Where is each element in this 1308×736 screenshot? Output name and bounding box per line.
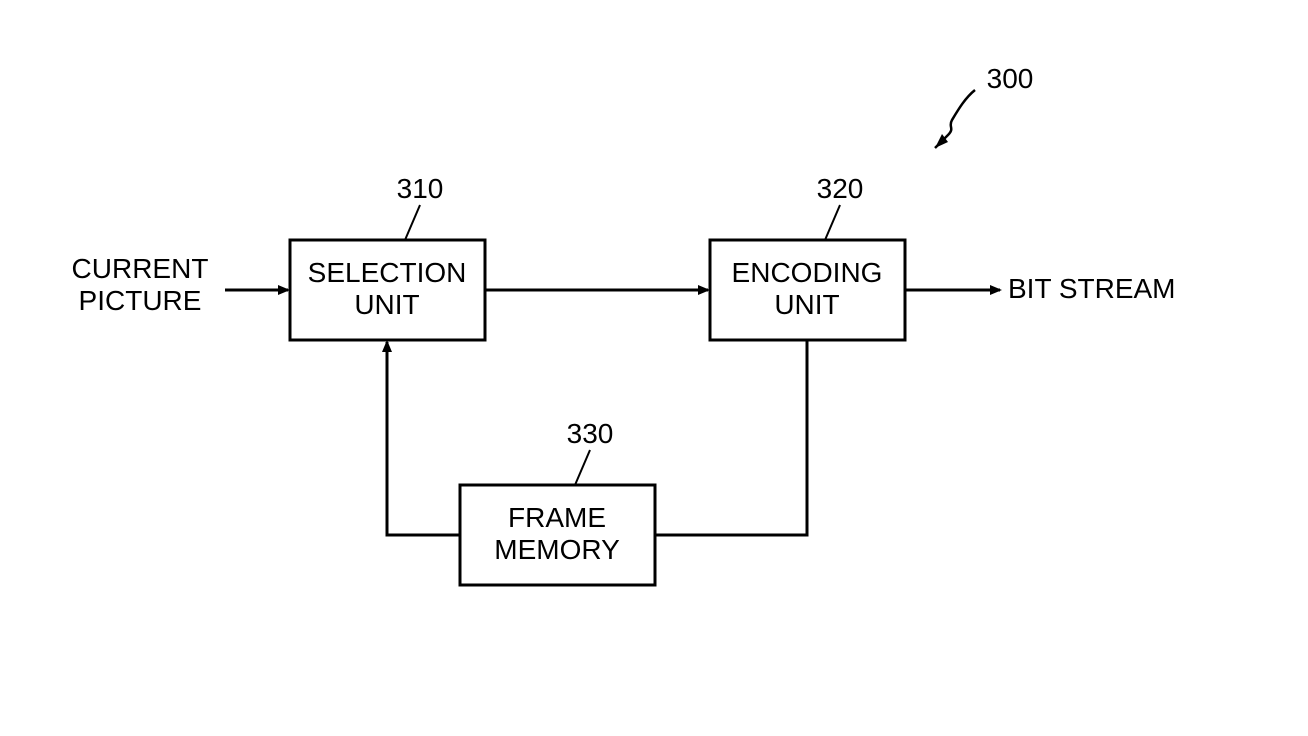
edge-encoding-to-frame-memory [655, 340, 807, 535]
node-selection-unit-line2: UNIT [354, 289, 419, 320]
edge-frame-memory-to-selection [387, 342, 460, 535]
ref-label-330: 330 [567, 418, 614, 449]
ref-label-300: 300 [987, 63, 1034, 94]
node-frame-memory-line1: FRAME [508, 502, 606, 533]
node-encoding-unit-line2: UNIT [774, 289, 839, 320]
block-diagram: CURRENT PICTURE SELECTION UNIT 310 ENCOD… [0, 0, 1308, 736]
ref-tick-310 [405, 205, 420, 240]
node-encoding-unit-line1: ENCODING [732, 257, 883, 288]
node-frame-memory-line2: MEMORY [494, 534, 620, 565]
input-label-line1: CURRENT [72, 253, 209, 284]
ref-tick-320 [825, 205, 840, 240]
input-label-line2: PICTURE [79, 285, 202, 316]
output-label: BIT STREAM [1008, 273, 1176, 304]
ref-label-320: 320 [817, 173, 864, 204]
ref-label-310: 310 [397, 173, 444, 204]
node-selection-unit-line1: SELECTION [308, 257, 467, 288]
ref-tick-330 [575, 450, 590, 485]
